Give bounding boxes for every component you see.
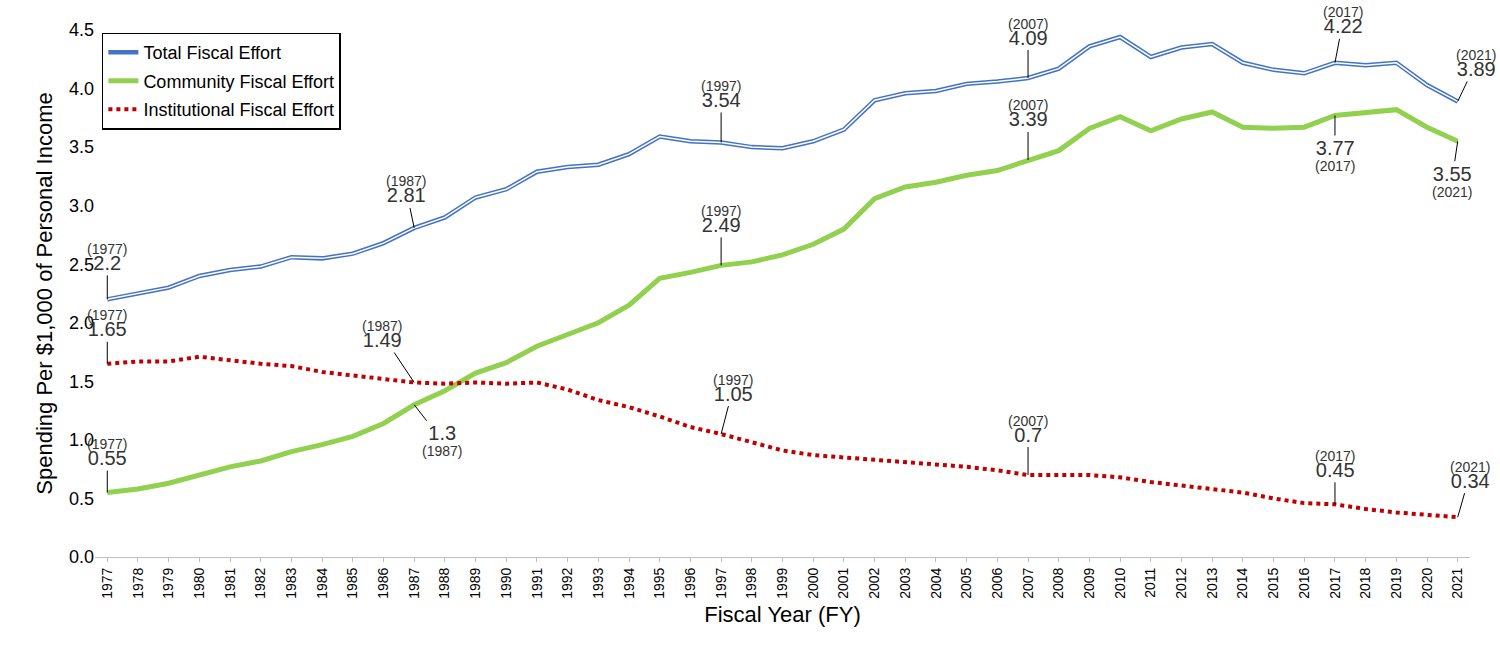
svg-text:(2017)4.22: (2017)4.22 bbox=[1323, 4, 1363, 37]
svg-text:2013: 2013 bbox=[1204, 567, 1220, 598]
svg-text:1986: 1986 bbox=[375, 567, 391, 598]
svg-text:2008: 2008 bbox=[1050, 567, 1066, 598]
svg-text:3.0: 3.0 bbox=[69, 196, 94, 216]
svg-text:2003: 2003 bbox=[897, 567, 913, 598]
svg-text:1980: 1980 bbox=[191, 567, 207, 598]
svg-text:(2007)0.7: (2007)0.7 bbox=[1008, 413, 1048, 446]
svg-text:1984: 1984 bbox=[314, 567, 330, 598]
svg-text:2000: 2000 bbox=[805, 567, 821, 598]
svg-text:(1997)2.49: (1997)2.49 bbox=[701, 203, 741, 236]
svg-text:0.5: 0.5 bbox=[69, 489, 94, 509]
svg-text:1997: 1997 bbox=[713, 567, 729, 598]
svg-text:1998: 1998 bbox=[743, 567, 759, 598]
svg-text:1978: 1978 bbox=[130, 567, 146, 598]
svg-text:2001: 2001 bbox=[835, 567, 851, 598]
svg-text:2016: 2016 bbox=[1296, 567, 1312, 598]
svg-text:1994: 1994 bbox=[621, 567, 637, 598]
svg-text:1999: 1999 bbox=[774, 567, 790, 598]
svg-text:(1987)2.81: (1987)2.81 bbox=[386, 173, 426, 206]
svg-text:1977: 1977 bbox=[99, 567, 115, 598]
svg-text:1995: 1995 bbox=[651, 567, 667, 598]
svg-text:1988: 1988 bbox=[436, 567, 452, 598]
svg-text:2015: 2015 bbox=[1265, 567, 1281, 598]
svg-text:2012: 2012 bbox=[1173, 567, 1189, 598]
svg-text:(1997)3.54: (1997)3.54 bbox=[701, 78, 741, 111]
svg-text:1992: 1992 bbox=[559, 567, 575, 598]
svg-text:2011: 2011 bbox=[1142, 567, 1158, 597]
svg-text:(2021)0.34: (2021)0.34 bbox=[1450, 459, 1490, 492]
svg-text:1985: 1985 bbox=[344, 567, 360, 598]
svg-text:2021: 2021 bbox=[1449, 567, 1465, 598]
svg-text:2006: 2006 bbox=[989, 567, 1005, 598]
svg-text:3.55(2021): 3.55(2021) bbox=[1432, 163, 1472, 200]
svg-text:2002: 2002 bbox=[866, 567, 882, 598]
svg-text:2017: 2017 bbox=[1327, 567, 1343, 598]
svg-text:(2007)4.09: (2007)4.09 bbox=[1008, 16, 1048, 49]
svg-text:0.0: 0.0 bbox=[69, 547, 94, 567]
svg-text:1989: 1989 bbox=[467, 567, 483, 598]
svg-text:1.5: 1.5 bbox=[69, 372, 94, 392]
svg-text:2014: 2014 bbox=[1234, 567, 1250, 598]
svg-text:2.5: 2.5 bbox=[69, 255, 94, 275]
svg-text:1993: 1993 bbox=[590, 567, 606, 598]
svg-text:1979: 1979 bbox=[160, 567, 176, 598]
svg-text:2.0: 2.0 bbox=[69, 313, 94, 333]
svg-text:1.0: 1.0 bbox=[69, 430, 94, 450]
svg-text:1996: 1996 bbox=[682, 567, 698, 598]
svg-text:4.0: 4.0 bbox=[69, 79, 94, 99]
svg-text:1987: 1987 bbox=[406, 567, 422, 598]
svg-text:1981: 1981 bbox=[222, 567, 238, 598]
svg-text:(2017)0.45: (2017)0.45 bbox=[1315, 448, 1355, 481]
svg-text:(1977)0.55: (1977)0.55 bbox=[87, 436, 127, 469]
svg-text:2019: 2019 bbox=[1388, 567, 1404, 598]
svg-text:3.77(2017): 3.77(2017) bbox=[1315, 137, 1355, 174]
svg-text:2009: 2009 bbox=[1081, 567, 1097, 598]
svg-text:1982: 1982 bbox=[252, 567, 268, 598]
svg-text:Total Fiscal Effort: Total Fiscal Effort bbox=[143, 43, 281, 63]
svg-text:Spending Per $1,000 of Persona: Spending Per $1,000 of Personal Income bbox=[32, 92, 57, 494]
svg-text:(1987)1.49: (1987)1.49 bbox=[362, 318, 402, 351]
svg-text:3.5: 3.5 bbox=[69, 137, 94, 157]
svg-text:(1977)1.65: (1977)1.65 bbox=[87, 307, 127, 340]
svg-text:1983: 1983 bbox=[283, 567, 299, 598]
svg-text:(2007)3.39: (2007)3.39 bbox=[1008, 97, 1048, 130]
svg-text:1991: 1991 bbox=[529, 567, 545, 598]
svg-text:Institutional Fiscal Effort: Institutional Fiscal Effort bbox=[143, 100, 334, 120]
svg-text:2020: 2020 bbox=[1419, 567, 1435, 598]
svg-text:1990: 1990 bbox=[498, 567, 514, 598]
svg-text:2005: 2005 bbox=[958, 567, 974, 598]
svg-text:Community Fiscal Effort: Community Fiscal Effort bbox=[143, 72, 334, 92]
svg-text:2018: 2018 bbox=[1357, 567, 1373, 598]
svg-text:2007: 2007 bbox=[1020, 567, 1036, 598]
svg-text:2010: 2010 bbox=[1112, 567, 1128, 598]
svg-text:(2021)3.89: (2021)3.89 bbox=[1456, 47, 1496, 80]
svg-text:4.5: 4.5 bbox=[69, 20, 94, 40]
svg-text:2004: 2004 bbox=[928, 567, 944, 598]
svg-text:Fiscal Year (FY): Fiscal Year (FY) bbox=[704, 602, 861, 627]
svg-text:(1997)1.05: (1997)1.05 bbox=[713, 372, 753, 405]
svg-text:1.3(1987): 1.3(1987) bbox=[422, 422, 462, 459]
svg-text:(1977)2.2: (1977)2.2 bbox=[87, 241, 127, 274]
